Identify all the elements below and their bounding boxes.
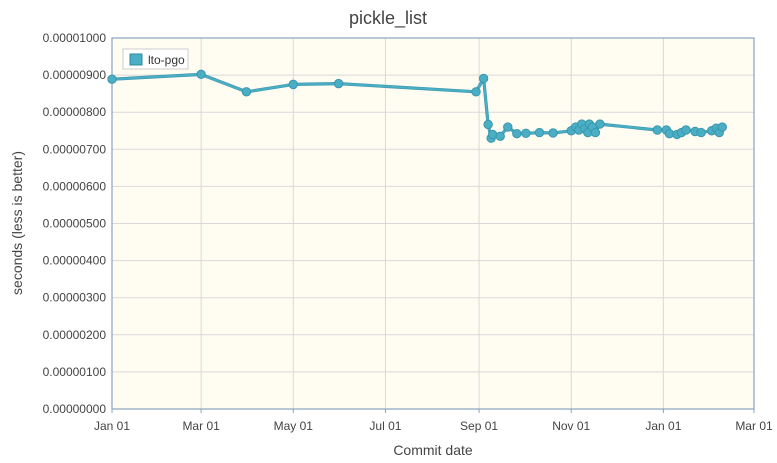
y-tick-label: 0.00000600	[43, 179, 107, 193]
x-tick-label: Nov 01	[552, 419, 590, 433]
x-axis-title: Commit date	[393, 442, 473, 458]
y-tick-label: 0.00000100	[43, 365, 107, 379]
x-tick-label: Jan 01	[94, 419, 130, 433]
data-point	[548, 128, 558, 138]
plot-border	[111, 37, 755, 410]
x-tick-label: Jan 01	[645, 419, 681, 433]
data-point	[534, 127, 545, 138]
data-point	[471, 87, 481, 97]
data-point	[595, 119, 605, 129]
y-tick-label: 0.00000900	[43, 68, 107, 82]
data-point	[590, 127, 601, 138]
series-layer	[107, 69, 727, 143]
data-point	[487, 129, 498, 140]
y-axis: 0.00000000 0.00000100 0.00000200 0.00000300…	[43, 31, 107, 416]
data-point	[521, 128, 531, 139]
data-point	[241, 87, 252, 97]
chart-title: pickle_list	[349, 8, 427, 29]
data-point	[717, 122, 727, 132]
legend-swatch	[129, 53, 143, 66]
data-point	[696, 127, 706, 138]
data-point	[288, 79, 298, 90]
x-tick-label: Mar 01	[182, 419, 220, 433]
legend[interactable]: lto-pgo	[122, 48, 189, 70]
y-tick-label: 0.00000400	[43, 254, 107, 268]
y-tick-label: 0.00000000	[43, 402, 107, 416]
legend-label: lto-pgo	[148, 53, 185, 67]
data-point	[478, 73, 489, 84]
y-tick-label: 0.00000500	[43, 217, 107, 231]
x-axis: Jan 01 Mar 01 May 01 Jul 01 Sep 01 Nov 01 Jan …	[94, 409, 773, 433]
data-point	[681, 125, 691, 135]
y-tick-label: 0.00000200	[43, 328, 107, 342]
data-point	[333, 78, 344, 89]
data-point	[483, 119, 493, 130]
data-point	[196, 69, 206, 80]
data-point	[503, 122, 513, 132]
data-point	[495, 131, 505, 142]
x-tick-label: May 01	[274, 419, 314, 433]
x-tick-label: Sep 01	[460, 419, 498, 433]
y-tick-label: 0.00000700	[43, 142, 107, 156]
y-tick-label: 0.00000800	[43, 105, 107, 119]
y-tick-label: 0.00001000	[43, 31, 107, 45]
x-tick-label: Jul 01	[369, 419, 401, 433]
y-tick-label: 0.00000300	[43, 291, 107, 305]
data-point	[107, 74, 117, 84]
data-point	[512, 129, 522, 139]
y-axis-title: seconds (less is better)	[9, 151, 25, 295]
data-point	[652, 125, 663, 135]
x-tick-label: Mar 01	[735, 419, 773, 433]
